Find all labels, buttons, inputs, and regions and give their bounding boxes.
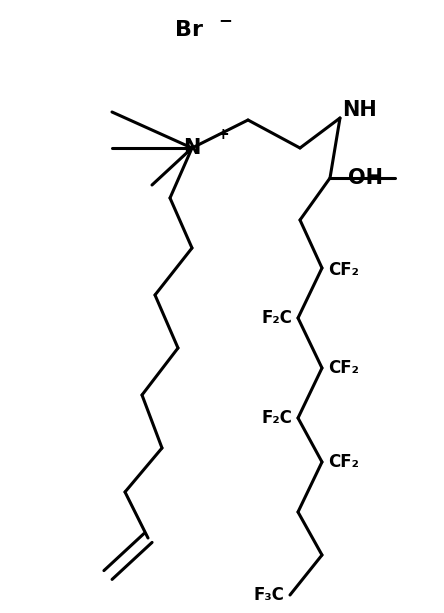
Text: F₃C: F₃C	[253, 586, 284, 604]
Text: OH: OH	[348, 168, 383, 188]
Text: −: −	[218, 11, 232, 29]
Text: CF₂: CF₂	[328, 453, 359, 471]
Text: NH: NH	[342, 100, 377, 120]
Text: Br: Br	[175, 20, 203, 40]
Text: +: +	[216, 126, 229, 142]
Text: F₂C: F₂C	[261, 409, 292, 427]
Text: N: N	[183, 138, 201, 158]
Text: CF₂: CF₂	[328, 261, 359, 279]
Text: CF₂: CF₂	[328, 359, 359, 377]
Text: F₂C: F₂C	[261, 309, 292, 327]
